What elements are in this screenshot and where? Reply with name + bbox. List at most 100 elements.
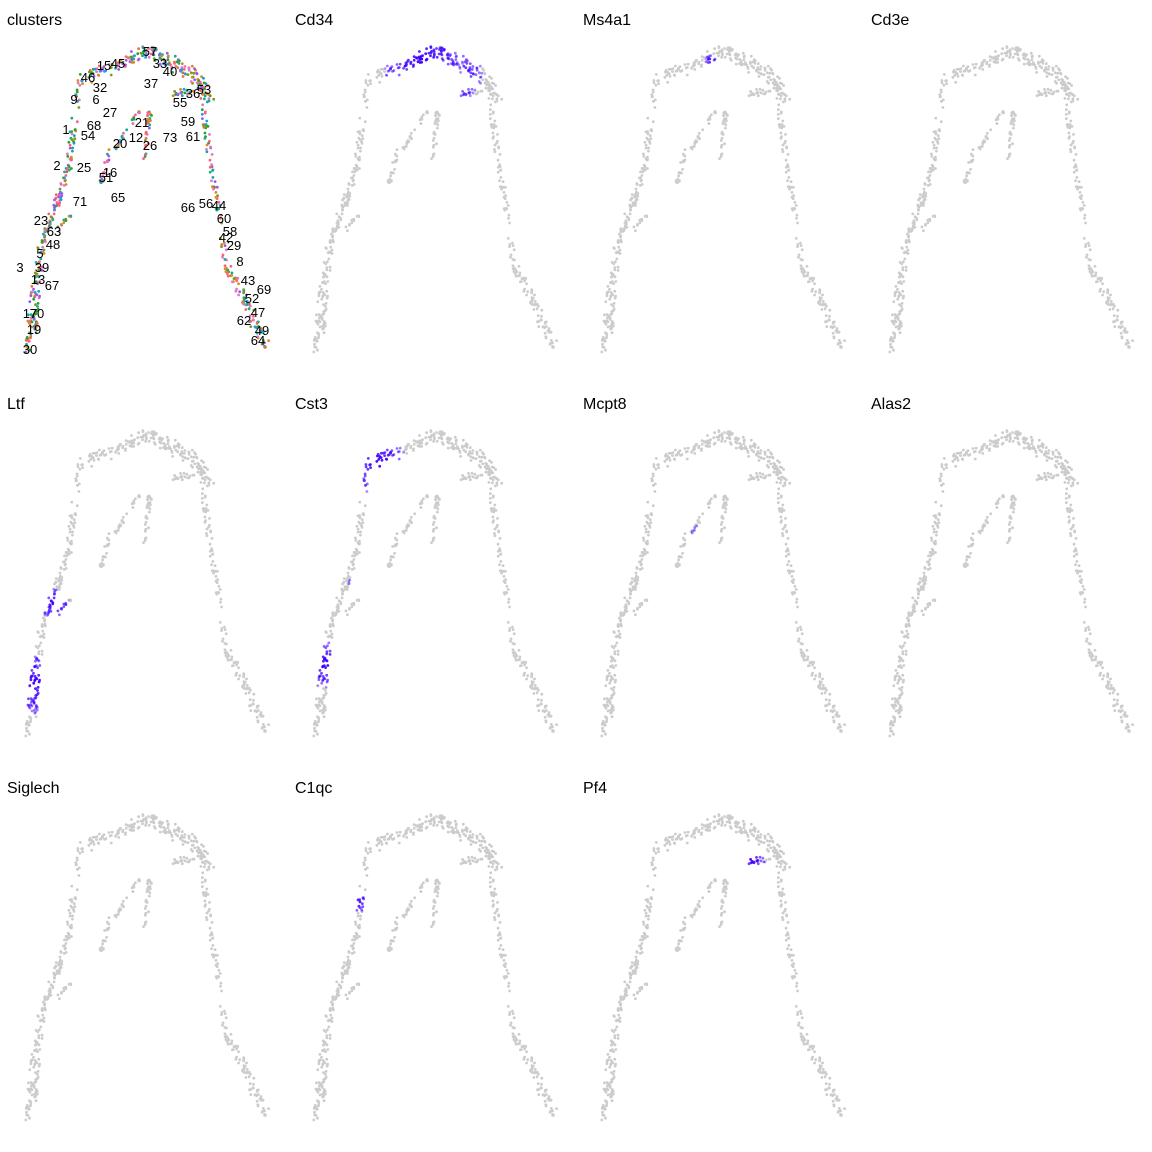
cell-point xyxy=(896,681,900,685)
cell-point xyxy=(612,686,616,689)
cell-point xyxy=(35,322,39,325)
cell-point xyxy=(59,607,63,610)
cell-point xyxy=(322,659,325,663)
cell-point xyxy=(837,714,841,718)
cell-point xyxy=(479,89,483,93)
cell-point xyxy=(147,526,150,530)
cell-point xyxy=(1111,307,1115,311)
cell-point xyxy=(605,697,609,700)
cell-point xyxy=(805,264,809,268)
cell-point xyxy=(205,532,208,535)
cell-point xyxy=(267,723,270,727)
cell-point xyxy=(317,334,321,338)
cell-point xyxy=(220,629,223,632)
cell-point xyxy=(608,297,612,301)
cell-point xyxy=(609,678,613,682)
cell-point xyxy=(141,54,144,58)
cell-point xyxy=(610,659,613,663)
cell-point xyxy=(469,459,473,462)
cell-point xyxy=(66,536,69,540)
cell-point xyxy=(175,444,179,448)
cell-point xyxy=(490,508,493,511)
cell-point xyxy=(329,629,333,633)
cell-point xyxy=(341,206,344,210)
cell-point xyxy=(435,47,438,50)
cell-point xyxy=(402,145,406,149)
cell-point xyxy=(722,111,726,115)
cell-point xyxy=(938,479,942,483)
cell-point xyxy=(47,212,51,216)
cell-point xyxy=(391,454,394,457)
cell-point xyxy=(742,58,746,62)
cell-point xyxy=(690,145,694,149)
cell-point xyxy=(723,439,727,443)
cell-point xyxy=(314,319,318,323)
panel-title: Cd3e xyxy=(871,12,910,29)
cell-point xyxy=(93,67,97,71)
cell-point xyxy=(1005,430,1009,433)
cell-point xyxy=(795,597,799,601)
cell-point xyxy=(929,552,933,555)
cell-point xyxy=(1010,111,1014,115)
cell-point xyxy=(43,613,47,616)
cell-point xyxy=(923,580,927,584)
cell-point xyxy=(610,331,614,335)
cell-point xyxy=(951,76,955,79)
cell-point xyxy=(475,452,479,456)
cell-point xyxy=(366,457,370,460)
cell-point xyxy=(498,179,501,183)
cell-point xyxy=(679,161,682,164)
cell-point xyxy=(1051,66,1055,70)
cell-point xyxy=(667,456,671,459)
cell-point xyxy=(892,348,895,352)
cell-point xyxy=(219,600,222,604)
cell-point xyxy=(1109,293,1112,297)
cell-point xyxy=(358,155,361,159)
cell-point xyxy=(363,88,367,92)
cell-point xyxy=(768,455,772,459)
cell-point xyxy=(729,442,733,446)
cell-point xyxy=(1067,111,1071,115)
cell-point xyxy=(706,434,709,437)
cell-point xyxy=(781,150,785,154)
cell-point xyxy=(605,678,609,682)
cell-point xyxy=(761,88,765,92)
cell-point xyxy=(1116,314,1119,318)
cell-point xyxy=(231,280,234,284)
cell-point xyxy=(24,734,28,738)
cell-point xyxy=(52,212,56,216)
cluster-label: 63 xyxy=(47,224,61,239)
cell-point xyxy=(322,715,326,719)
cell-point xyxy=(610,312,614,316)
cell-point xyxy=(828,692,832,696)
cell-point xyxy=(983,140,987,144)
cell-point xyxy=(220,627,224,630)
cell-point xyxy=(346,586,349,589)
cell-point xyxy=(892,732,895,736)
cell-point xyxy=(529,684,532,688)
cell-point xyxy=(533,302,537,306)
cell-point xyxy=(75,504,79,508)
cell-point xyxy=(170,65,174,69)
cell-point xyxy=(769,451,772,454)
cell-point xyxy=(496,542,500,546)
cell-point xyxy=(996,441,1000,445)
cell-point xyxy=(953,74,957,77)
cell-point xyxy=(939,472,943,476)
cell-point xyxy=(242,288,246,291)
cell-point xyxy=(679,454,682,457)
cell-point xyxy=(738,442,741,445)
cell-point xyxy=(395,154,399,158)
cell-point xyxy=(776,496,780,500)
cell-point xyxy=(202,508,206,511)
cell-point xyxy=(130,445,134,448)
cell-point xyxy=(820,692,824,695)
cluster-label: 32 xyxy=(93,80,107,95)
cell-point xyxy=(741,51,745,55)
cell-point xyxy=(642,536,645,540)
cell-point xyxy=(63,176,66,180)
cell-point xyxy=(489,93,493,96)
cell-point xyxy=(1085,253,1089,257)
cell-point xyxy=(1013,52,1017,56)
cell-point xyxy=(226,658,230,662)
